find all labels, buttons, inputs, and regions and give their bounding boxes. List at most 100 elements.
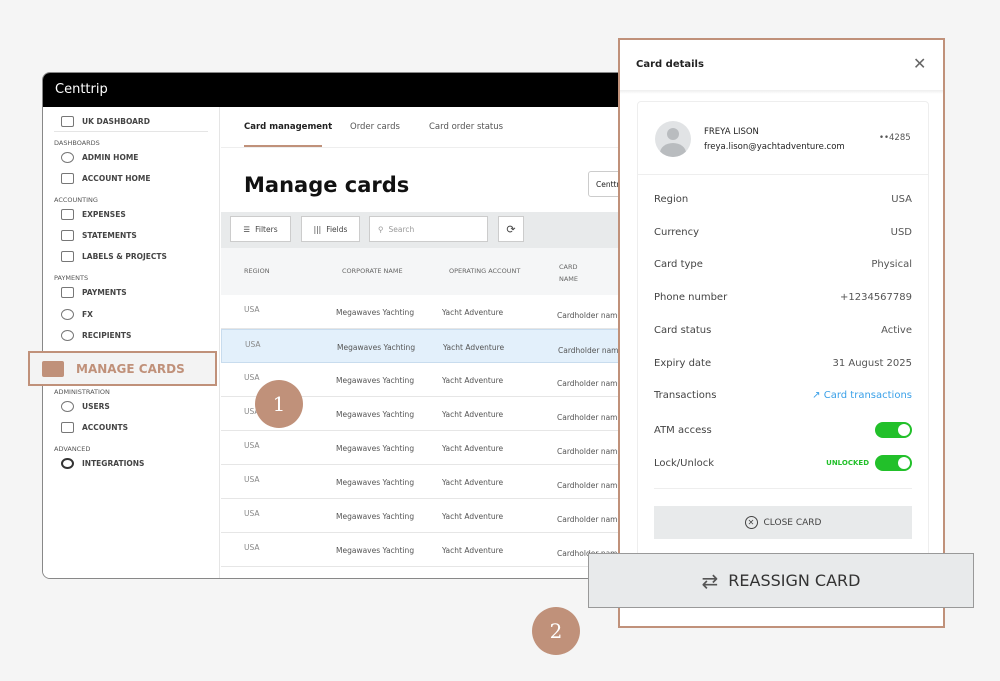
card-details-panel: Card details ✕ FREYA LISON freya.lison@y… (618, 38, 945, 628)
table-row[interactable]: USA Megawaves Yachting Yacht Adventure Card… (221, 329, 641, 363)
tab-order-cards[interactable]: Order cards (350, 122, 400, 132)
cardholder-name: FREYA LISON (704, 127, 759, 137)
table-row[interactable]: USA Megawaves Yachting Yacht Adventure Card… (221, 465, 641, 499)
detail-label: Card status (654, 324, 712, 336)
nav-label: RECIPIENTS (82, 331, 132, 340)
search-placeholder: Search (388, 224, 415, 234)
section-advanced: ADVANCED (54, 445, 91, 453)
sidebar-item-labels-projects[interactable]: LABELS & PROJECTS (61, 251, 167, 262)
table-cell: Megawaves Yachting (336, 512, 415, 521)
detail-row: Card status Active (654, 325, 912, 336)
sidebar-item-statements[interactable]: STATEMENTS (61, 230, 137, 241)
lock-unlock-label: Lock/Unlock (654, 457, 715, 469)
table-cell: Cardholder name (557, 379, 623, 388)
sidebar-item-expenses[interactable]: EXPENSES (61, 209, 126, 220)
column-header-corporate-name[interactable]: CORPORATE NAME (342, 267, 403, 275)
detail-row: Phone number +1234567789 (654, 292, 912, 303)
nav-label: STATEMENTS (82, 231, 137, 240)
atm-access-row: ATM access (654, 422, 912, 438)
users-icon (61, 401, 74, 412)
detail-label: Expiry date (654, 357, 712, 369)
table-header: REGION CORPORATE NAME OPERATING ACCOUNT … (221, 248, 641, 295)
entity-select[interactable]: Centtr (588, 171, 641, 197)
detail-value: Physical (871, 259, 912, 271)
detail-row: Region USA (654, 194, 912, 205)
table-cell: Megawaves Yachting (336, 546, 415, 555)
sidebar-item-integrations[interactable]: INTEGRATIONS (61, 458, 144, 469)
table-cell: USA (244, 305, 260, 314)
close-card-label: CLOSE CARD (763, 517, 822, 528)
table-row[interactable]: USA Megawaves Yachting Yacht Adventure Card… (221, 499, 641, 533)
detail-label: Currency (654, 226, 700, 238)
table-row[interactable]: USA Megawaves Yachting Yacht Adventure Card… (221, 533, 641, 567)
sidebar-item-admin-home[interactable]: ADMIN HOME (61, 152, 138, 163)
detail-row: Currency USD (654, 227, 912, 238)
sidebar-item-uk-dashboard[interactable]: UK DASHBOARD (61, 116, 150, 127)
close-icon[interactable]: ✕ (913, 54, 927, 73)
section-accounting: ACCOUNTING (54, 196, 98, 204)
nav-label: ACCOUNTS (82, 423, 129, 432)
sidebar-item-account-home[interactable]: ACCOUNT HOME (61, 173, 151, 184)
table-cell: Megawaves Yachting (336, 308, 415, 317)
refresh-button[interactable]: ⟳ (498, 216, 524, 242)
search-icon: ⚲ (378, 224, 384, 234)
divider (638, 174, 928, 175)
sidebar-item-fx[interactable]: FX (61, 309, 93, 320)
atm-access-toggle[interactable] (875, 422, 912, 438)
table-row[interactable]: USA Megawaves Yachting Yacht Adventure Card… (221, 363, 641, 397)
reassign-card-button[interactable]: ⇄ REASSIGN CARD (588, 553, 974, 608)
table-row[interactable]: USA Megawaves Yachting Yacht Adventure Card… (221, 295, 641, 329)
app-window: Centtrip UK DASHBOARD DASHBOARDS ADMIN H… (42, 72, 642, 579)
nav-label: ADMIN HOME (82, 153, 139, 162)
detail-value: USA (891, 194, 912, 205)
nav-label: ACCOUNT HOME (82, 174, 151, 183)
table-cell: Yacht Adventure (442, 512, 504, 521)
page-title: Manage cards (244, 173, 410, 197)
cards-icon (42, 360, 64, 377)
detail-row: Transactions ↗ Card transactions (654, 390, 912, 401)
search-input[interactable]: ⚲ Search (369, 216, 488, 242)
table-cell: USA (244, 373, 260, 382)
table-cell: Cardholder name (557, 413, 623, 422)
card-transactions-link[interactable]: Card transactions (823, 390, 912, 402)
document-icon (61, 230, 74, 241)
detail-value: +1234567789 (839, 292, 912, 304)
table-cell: Yacht Adventure (442, 444, 504, 453)
column-header-operating-account[interactable]: OPERATING ACCOUNT (449, 267, 521, 275)
card-last-digits: ••4285 (879, 133, 911, 143)
table-cell: Cardholder name (557, 481, 623, 490)
sidebar-item-accounts[interactable]: ACCOUNTS (61, 422, 128, 433)
sidebar-item-recipients[interactable]: RECIPIENTS (61, 330, 131, 341)
table-row[interactable]: USA Megawaves Yachting Yacht Adventure Card… (221, 397, 641, 431)
sidebar-item-users[interactable]: USERS (61, 401, 110, 412)
column-header-card-name[interactable]: CARD NAME (559, 263, 579, 283)
reassign-icon: ⇄ (701, 568, 719, 593)
table-cell: Cardholder name (558, 346, 624, 355)
section-administration: ADMINISTRATION (54, 388, 110, 396)
table-cell: USA (244, 543, 260, 552)
detail-value: Active (881, 324, 912, 336)
table-row[interactable]: USA Megawaves Yachting Yacht Adventure Card… (221, 431, 641, 465)
callout-badge-1: 1 (255, 380, 303, 428)
section-payments: PAYMENTS (54, 274, 89, 282)
table-cell: USA (244, 441, 260, 450)
lock-unlock-row: Lock/Unlock UNLOCKED (654, 455, 912, 471)
close-card-button[interactable]: ✕ CLOSE CARD (654, 506, 912, 539)
table-cell: Megawaves Yachting (336, 410, 415, 419)
fields-button[interactable]: ||| Fields (301, 216, 360, 242)
callout-badge-2: 2 (532, 607, 580, 655)
filters-button[interactable]: ☰ Filters (230, 216, 291, 242)
lock-unlock-toggle[interactable] (875, 455, 912, 471)
table-cell: Cardholder name (557, 447, 623, 456)
column-header-region[interactable]: REGION (244, 267, 270, 275)
table-cell: Yacht Adventure (442, 546, 504, 555)
nav-label: EXPENSES (82, 210, 126, 219)
nav-label: PAYMENTS (82, 288, 127, 297)
avatar (655, 121, 691, 157)
person-icon (61, 330, 74, 341)
sidebar-item-manage-cards[interactable]: MANAGE CARDS (28, 351, 217, 386)
sidebar-item-payments[interactable]: PAYMENTS (61, 287, 127, 298)
tab-card-order-status[interactable]: Card order status (429, 122, 504, 132)
tab-card-management[interactable]: Card management (244, 122, 333, 132)
accounts-icon (61, 422, 74, 433)
